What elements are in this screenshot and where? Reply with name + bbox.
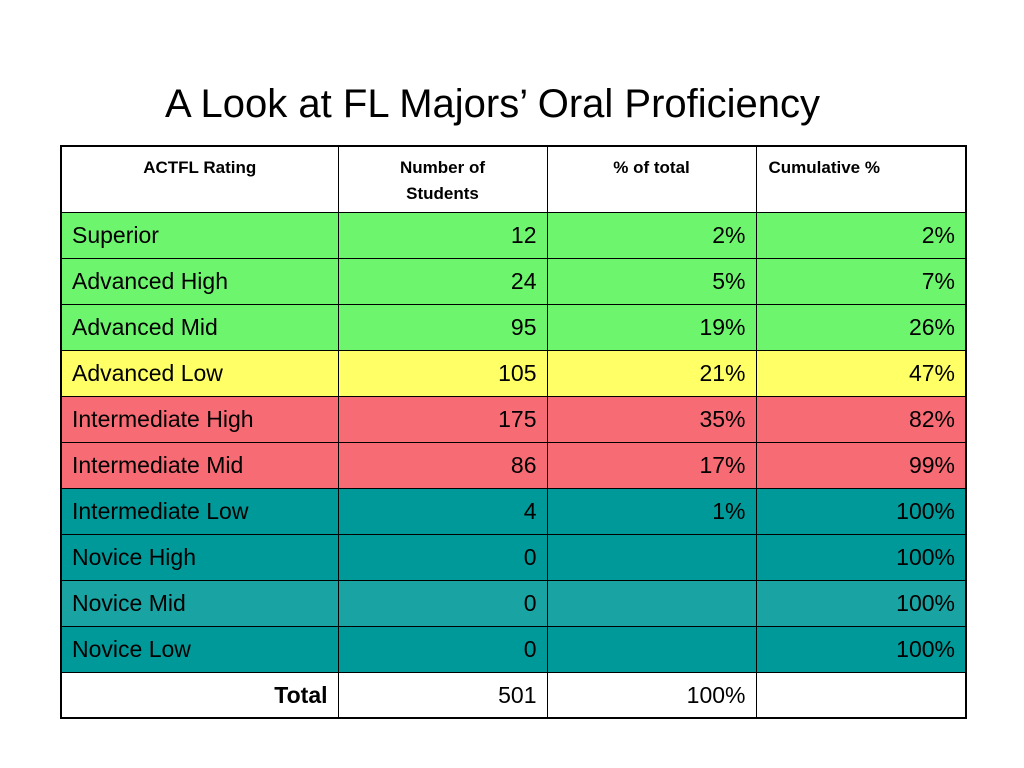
count-cell: 95 bbox=[337, 304, 548, 351]
count-cell: 0 bbox=[337, 534, 548, 581]
percent-cell: 21% bbox=[546, 350, 757, 397]
slide-title: A Look at FL Majors’ Oral Proficiency bbox=[164, 82, 821, 126]
count-cell: 12 bbox=[337, 212, 548, 259]
table-row: Intermediate Mid 86 17% 99% bbox=[60, 442, 967, 489]
percent-cell: 2% bbox=[546, 212, 757, 259]
percent-cell: 1% bbox=[546, 488, 757, 535]
count-cell: 24 bbox=[337, 258, 548, 305]
cumulative-cell: 100% bbox=[755, 626, 967, 673]
rating-cell: Advanced Mid bbox=[60, 304, 339, 351]
proficiency-table: ACTFL Rating Number of Students % of tot… bbox=[60, 145, 967, 719]
rating-cell: Novice High bbox=[60, 534, 339, 581]
table-row: Novice Low 0 100% bbox=[60, 626, 967, 673]
cumulative-cell: 100% bbox=[755, 488, 967, 535]
table-row: Superior 12 2% 2% bbox=[60, 212, 967, 259]
table-row: Advanced Low 105 21% 47% bbox=[60, 350, 967, 397]
cumulative-cell: 7% bbox=[755, 258, 967, 305]
rating-cell: Superior bbox=[60, 212, 339, 259]
count-cell: 0 bbox=[337, 580, 548, 627]
table-header-row: ACTFL Rating Number of Students % of tot… bbox=[60, 145, 967, 213]
cumulative-cell: 99% bbox=[755, 442, 967, 489]
total-label: Total bbox=[60, 672, 339, 719]
table-row: Advanced High 24 5% 7% bbox=[60, 258, 967, 305]
total-count: 501 bbox=[337, 672, 548, 719]
rating-cell: Intermediate High bbox=[60, 396, 339, 443]
count-cell: 175 bbox=[337, 396, 548, 443]
table-row: Intermediate High 175 35% 82% bbox=[60, 396, 967, 443]
cumulative-cell: 100% bbox=[755, 534, 967, 581]
cumulative-cell: 82% bbox=[755, 396, 967, 443]
rating-cell: Intermediate Low bbox=[60, 488, 339, 535]
percent-cell bbox=[546, 580, 757, 627]
rating-cell: Novice Low bbox=[60, 626, 339, 673]
cumulative-cell: 100% bbox=[755, 580, 967, 627]
percent-cell bbox=[546, 534, 757, 581]
cumulative-cell: 2% bbox=[755, 212, 967, 259]
header-percent-of-total: % of total bbox=[546, 145, 757, 213]
count-cell: 86 bbox=[337, 442, 548, 489]
header-number-of-students: Number of Students bbox=[337, 145, 548, 213]
count-cell: 4 bbox=[337, 488, 548, 535]
cumulative-cell: 26% bbox=[755, 304, 967, 351]
rating-cell: Advanced Low bbox=[60, 350, 339, 397]
count-cell: 105 bbox=[337, 350, 548, 397]
header-cumulative-percent: Cumulative % bbox=[755, 145, 967, 213]
table-row: Intermediate Low 4 1% 100% bbox=[60, 488, 967, 535]
total-cumulative bbox=[755, 672, 967, 719]
total-percent: 100% bbox=[546, 672, 757, 719]
cumulative-cell: 47% bbox=[755, 350, 967, 397]
rating-cell: Intermediate Mid bbox=[60, 442, 339, 489]
percent-cell: 17% bbox=[546, 442, 757, 489]
percent-cell: 19% bbox=[546, 304, 757, 351]
percent-cell bbox=[546, 626, 757, 673]
table-row: Novice High 0 100% bbox=[60, 534, 967, 581]
header-actfl-rating: ACTFL Rating bbox=[60, 145, 339, 213]
table-row: Advanced Mid 95 19% 26% bbox=[60, 304, 967, 351]
rating-cell: Advanced High bbox=[60, 258, 339, 305]
total-row: Total 501 100% bbox=[60, 672, 967, 719]
count-cell: 0 bbox=[337, 626, 548, 673]
rating-cell: Novice Mid bbox=[60, 580, 339, 627]
table-row: Novice Mid 0 100% bbox=[60, 580, 967, 627]
percent-cell: 35% bbox=[546, 396, 757, 443]
percent-cell: 5% bbox=[546, 258, 757, 305]
